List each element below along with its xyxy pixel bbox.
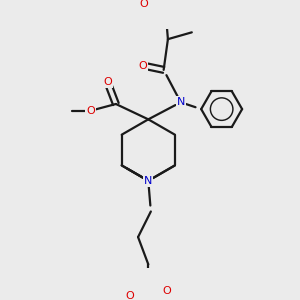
Text: O: O xyxy=(103,77,112,87)
Text: O: O xyxy=(140,0,148,9)
Text: N: N xyxy=(144,176,152,186)
Text: N: N xyxy=(176,97,185,107)
Text: O: O xyxy=(139,61,148,70)
Text: O: O xyxy=(163,286,171,296)
Text: O: O xyxy=(125,291,134,300)
Text: O: O xyxy=(86,106,95,116)
